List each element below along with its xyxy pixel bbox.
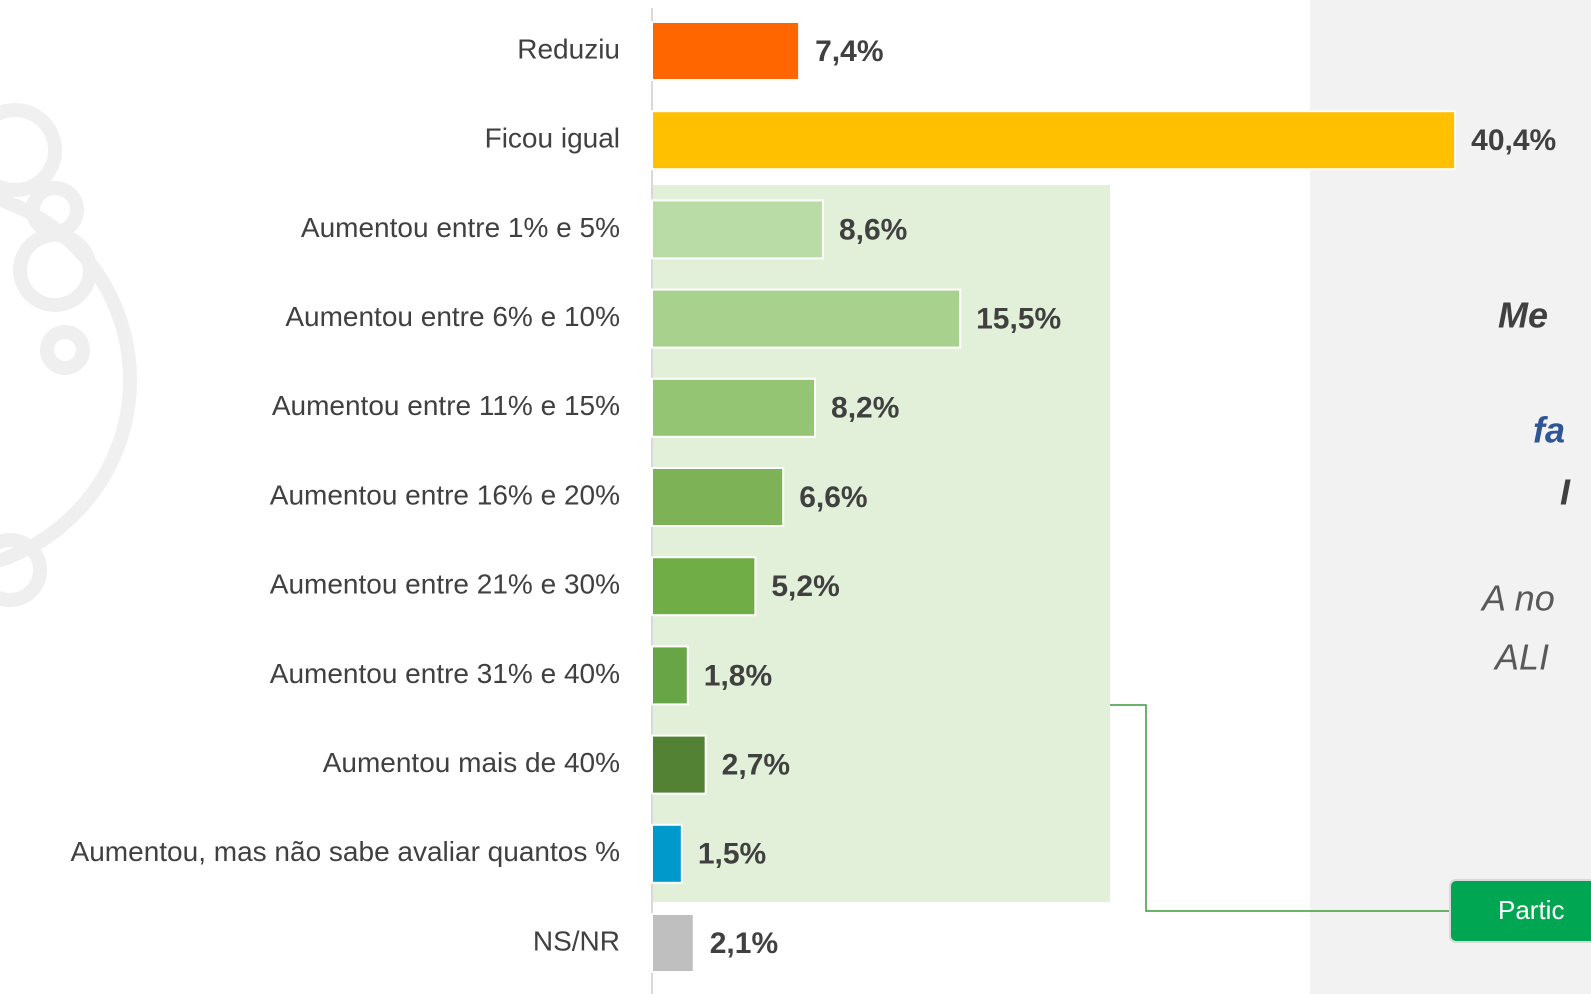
value-label: 8,6% [839,213,907,246]
bar [652,379,815,437]
value-label: 2,1% [710,927,778,960]
bar [652,736,706,794]
bar [652,200,823,258]
annotation: ALI [1493,637,1549,678]
annotation: fa [1533,410,1565,451]
category-label: Reduziu [517,33,620,64]
bar [652,825,682,883]
button-label[interactable]: Partic [1498,895,1564,925]
bar [652,22,799,80]
annotation: I [1560,472,1571,513]
category-label: Aumentou entre 6% e 10% [285,301,620,332]
value-label: 15,5% [976,303,1061,336]
category-label: Aumentou mais de 40% [323,747,620,778]
category-label: NS/NR [533,925,620,956]
chart: Partic Reduziu 7,4% Ficou igual 40,4% Aument… [0,0,1591,994]
bar [652,111,1455,169]
bar [652,468,783,526]
bar [652,557,755,615]
value-label: 40,4% [1471,124,1556,157]
category-label: Aumentou entre 1% e 5% [301,212,620,243]
annotation: Me [1498,295,1548,336]
category-label: Aumentou entre 21% e 30% [270,569,620,600]
category-label: Aumentou, mas não sabe avaliar quantos % [71,836,620,867]
category-label: Ficou igual [485,123,620,154]
value-label: 7,4% [815,35,883,68]
annotation: A no [1480,578,1555,619]
value-label: 5,2% [771,570,839,603]
category-label: Aumentou entre 16% e 20% [270,479,620,510]
bar [652,646,688,704]
value-label: 6,6% [799,481,867,514]
value-label: 8,2% [831,392,899,425]
value-label: 2,7% [722,749,790,782]
bar [652,914,694,972]
value-label: 1,8% [704,659,772,692]
category-label: Aumentou entre 31% e 40% [270,658,620,689]
gear-decoration [0,110,130,600]
bar [652,290,960,348]
page: {"chart_data": {"type": "bar", "orientat… [0,0,1591,994]
category-label: Aumentou entre 11% e 15% [272,390,620,421]
value-label: 1,5% [698,838,766,871]
